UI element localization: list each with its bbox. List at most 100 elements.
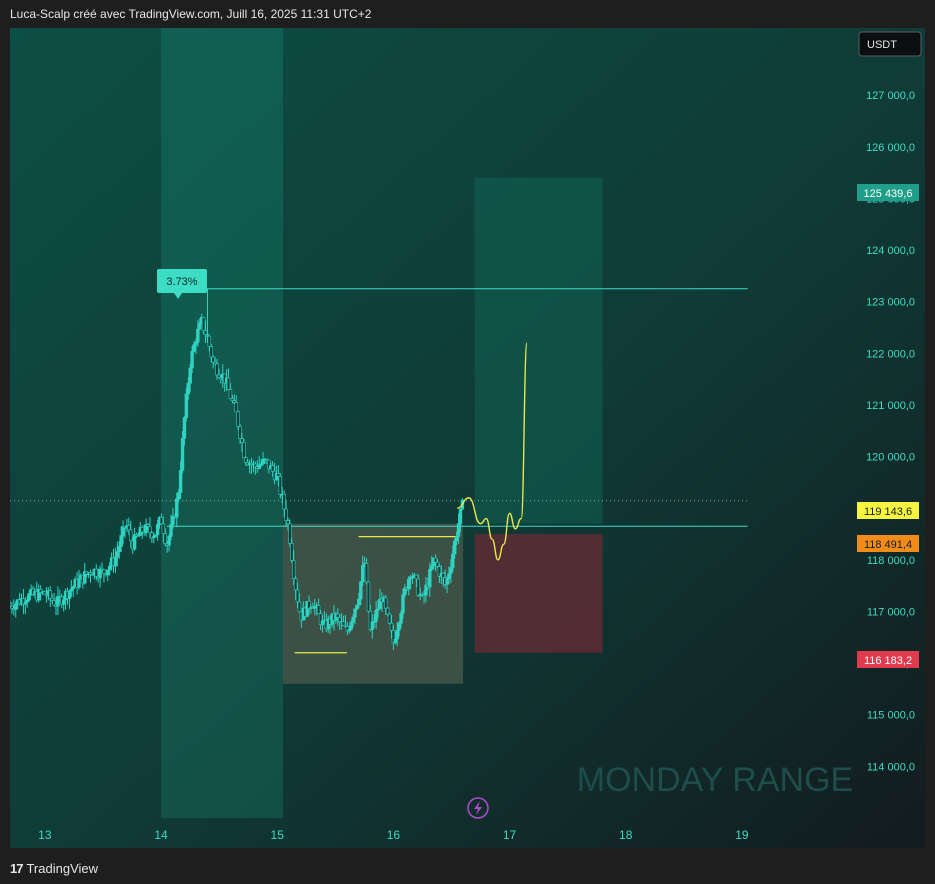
candle-body (94, 568, 98, 577)
candle-body (83, 571, 87, 584)
y-tick-label: 123 000,0 (866, 297, 915, 309)
candle-body (435, 561, 440, 567)
candle-body (385, 607, 390, 615)
candle-body (297, 601, 302, 613)
time-axis[interactable]: 13 14 15 16 17 18 19 (38, 828, 749, 842)
candle-body (257, 464, 261, 469)
y-tick-label: 127 000,0 (866, 90, 915, 102)
candle-body (424, 584, 428, 596)
candle-body (456, 523, 461, 537)
currency-badge-box[interactable] (858, 31, 922, 57)
candle-body (117, 545, 121, 552)
candle-body (190, 351, 194, 369)
candle-body (61, 599, 66, 605)
price-tag-entry-box (857, 535, 919, 552)
price-tag-current-text: 119 143,6 (864, 506, 912, 518)
forecast-path-line (457, 342, 528, 561)
replay-button[interactable] (467, 797, 489, 819)
candle-body (336, 613, 340, 618)
candle-body (276, 473, 281, 477)
candle-body (163, 533, 167, 544)
candle-body (171, 516, 175, 525)
candle-body (194, 341, 198, 345)
candle-body (169, 524, 173, 537)
candle-body (290, 543, 294, 561)
lightning-icon[interactable] (474, 801, 482, 815)
price-tag-stop-text: 116 183,2 (864, 655, 912, 667)
candle-body (159, 517, 164, 525)
y-tick-label: 122 000,0 (866, 348, 915, 360)
candle-body (313, 606, 317, 609)
candle-body (378, 598, 382, 610)
candle-body (349, 621, 353, 630)
price-tag-entry-text: 118 491,4 (864, 539, 912, 551)
candle-body (196, 328, 200, 343)
candle-body (240, 438, 244, 443)
candle-body (458, 508, 463, 524)
candle-body (414, 574, 419, 580)
currency-badge[interactable]: USDT (858, 31, 922, 57)
candle-body (433, 557, 438, 563)
y-tick-label: 120 000,0 (866, 452, 915, 464)
candle-body (161, 523, 166, 534)
price-tag-stop-box (857, 651, 919, 668)
x-tick-label: 13 (38, 828, 52, 842)
candle-body (428, 569, 432, 588)
candle-body (318, 613, 323, 626)
candle-body (182, 417, 187, 439)
candle-body (391, 630, 396, 644)
candle-body (449, 567, 453, 574)
candle-body (88, 572, 93, 575)
candle-body (343, 624, 348, 627)
candle-body (42, 591, 47, 595)
candle-body (115, 551, 120, 558)
candle-body (152, 536, 156, 539)
candle-body (113, 556, 118, 567)
candle-body (234, 402, 238, 413)
candle-body (284, 508, 288, 522)
candle-body (437, 566, 442, 577)
candle-body (236, 411, 240, 427)
candle-body (52, 600, 56, 606)
candle-body (357, 598, 361, 606)
candle-body (347, 628, 351, 632)
candles-layer (8, 288, 465, 650)
candle-body (201, 317, 206, 332)
candle-body (393, 638, 397, 644)
candle-body (267, 459, 271, 470)
candle-body (167, 536, 171, 546)
chart-background (10, 28, 925, 848)
candle-body (23, 601, 28, 605)
candle-body (27, 593, 31, 601)
candle-body (215, 363, 219, 376)
footer-brand: TradingView (26, 860, 99, 876)
y-tick-label: 126 000,0 (866, 142, 915, 154)
x-tick-label: 18 (619, 828, 633, 842)
candle-body (451, 553, 455, 568)
candle-body (127, 525, 131, 531)
x-tick-label: 17 (503, 828, 517, 842)
candle-body (153, 534, 158, 537)
candle-body (211, 356, 215, 363)
candle-body (286, 520, 290, 525)
candle-body (355, 604, 359, 610)
candle-body (192, 344, 196, 352)
candle-body (447, 573, 451, 579)
candle-body (384, 597, 388, 609)
candle-body (144, 524, 148, 533)
candle-body (228, 389, 233, 400)
candle-body (408, 576, 413, 580)
x-tick-label: 19 (735, 828, 749, 842)
candle-body (364, 563, 369, 583)
candle-body (282, 493, 286, 510)
lightning-icon-ring[interactable] (467, 797, 489, 819)
candle-body (410, 576, 415, 578)
candle-body (102, 569, 106, 574)
candle-body (351, 616, 355, 623)
percent-callout: 3.73% (157, 269, 207, 299)
candle-body (259, 463, 263, 466)
candle-body (265, 458, 269, 461)
candle-body (270, 465, 275, 472)
